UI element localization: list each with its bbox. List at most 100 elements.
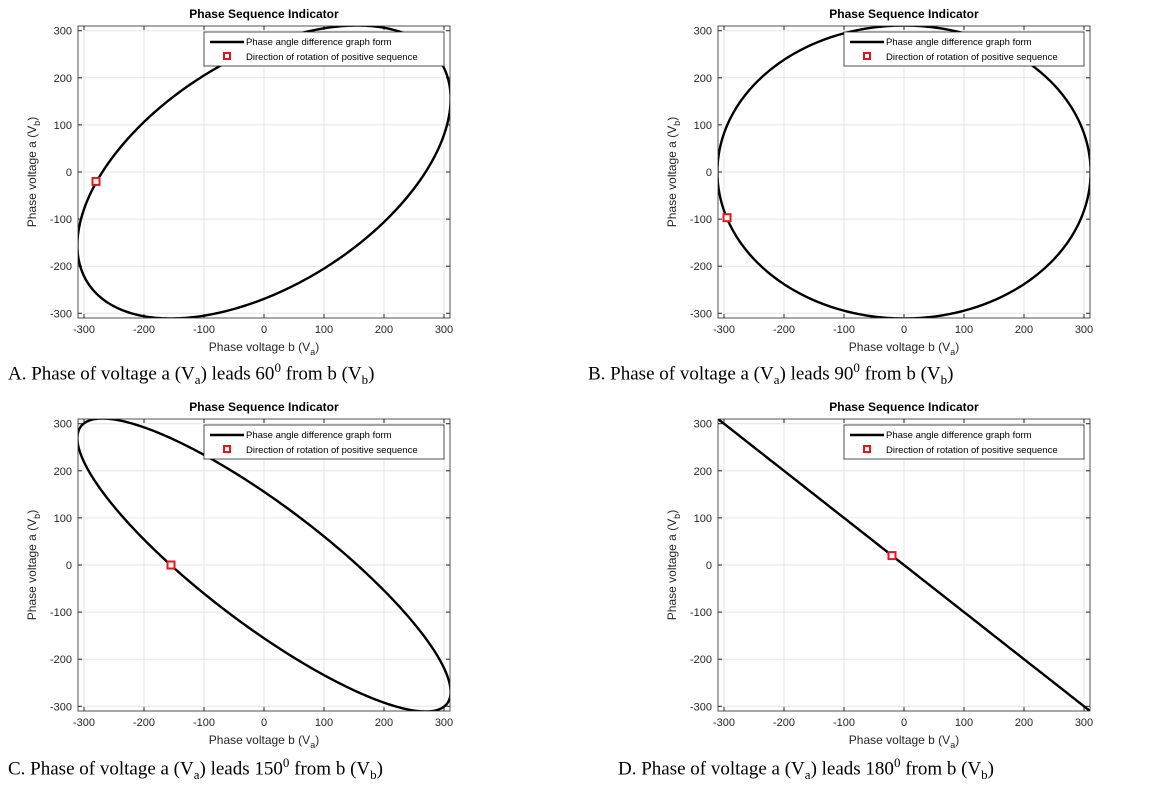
caption-c: C. Phase of voltage a (Va) leads 1500 fr…: [8, 755, 383, 783]
y-tick-label: 0: [706, 560, 712, 572]
legend-label-curve: Phase angle difference graph form: [886, 430, 1032, 441]
y-tick-label: -100: [50, 214, 72, 226]
y-tick-label: 200: [694, 73, 712, 85]
x-tick-label: -200: [133, 717, 155, 729]
x-tick-label: -300: [713, 717, 735, 729]
x-tick-label: -300: [713, 324, 735, 336]
x-tick-label: -200: [773, 717, 795, 729]
chart-title: Phase Sequence Indicator: [829, 400, 979, 414]
x-tick-label: 0: [901, 717, 907, 729]
legend: Phase angle difference graph form Directi…: [843, 424, 1085, 460]
y-tick-label: -100: [690, 214, 712, 226]
legend-box: [843, 424, 1085, 460]
chart-title: Phase Sequence Indicator: [829, 7, 979, 21]
y-tick-label: -200: [690, 654, 712, 666]
x-tick-label: 0: [261, 324, 267, 336]
x-tick-label: 0: [901, 324, 907, 336]
y-tick-label: 100: [694, 513, 712, 525]
x-tick-label: -300: [73, 324, 95, 336]
y-axis-label: Phase voltage a (Vb): [25, 117, 42, 227]
y-tick-label: 300: [694, 26, 712, 38]
legend-label-marker: Direction of rotation of positive sequen…: [246, 445, 418, 456]
y-tick-label: 100: [54, 513, 72, 525]
x-tick-label: -100: [833, 324, 855, 336]
y-tick-label: 200: [54, 73, 72, 85]
legend-marker-swatch: [863, 445, 871, 453]
x-tick-label: 100: [955, 717, 973, 729]
legend-label-curve: Phase angle difference graph form: [886, 37, 1032, 48]
x-tick-label: 100: [315, 324, 333, 336]
legend-box: [203, 31, 445, 67]
y-tick-label: -200: [50, 654, 72, 666]
chart-panel-a: -300 -200 -100 0 100 200 300 -300 -200 -100 0 100 20…: [0, 0, 470, 362]
series-curve: [718, 26, 1090, 318]
y-tick-label: -100: [690, 607, 712, 619]
chart-panel-c: -300 -200 -100 0 100 200 300 -300 -200 -100 0 100 20…: [0, 393, 470, 755]
y-tick-label: 0: [66, 560, 72, 572]
y-tick-label: -300: [50, 308, 72, 320]
chart-panel-d: -300 -200 -100 0 100 200 300 -300 -200 -100 0 100 20…: [640, 393, 1110, 755]
legend: Phase angle difference graph form Directi…: [843, 31, 1085, 67]
y-tick-label: -300: [690, 308, 712, 320]
axes-box: [717, 418, 1091, 712]
legend-marker-swatch: [223, 52, 231, 60]
legend-label-curve: Phase angle difference graph form: [246, 37, 392, 48]
series-marker: [722, 213, 732, 223]
y-tick-label: 100: [54, 120, 72, 132]
x-tick-label: -100: [193, 324, 215, 336]
caption-a: A. Phase of voltage a (Va) leads 600 fro…: [8, 360, 375, 388]
legend-box: [843, 31, 1085, 67]
y-tick-label: 0: [66, 167, 72, 179]
axes-box: [77, 418, 451, 712]
x-tick-label: 300: [1075, 717, 1093, 729]
chart-title: Phase Sequence Indicator: [189, 7, 339, 21]
series-marker: [887, 551, 897, 561]
y-tick-label: 300: [54, 419, 72, 431]
caption-d: D. Phase of voltage a (Va) leads 1800 fr…: [618, 755, 994, 783]
x-tick-label: 0: [261, 717, 267, 729]
x-tick-label: 200: [375, 717, 393, 729]
x-tick-label: 200: [1015, 717, 1033, 729]
x-axis-label: Phase voltage b (Va): [209, 340, 319, 357]
legend-box: [203, 424, 445, 460]
series-curve: [78, 419, 450, 711]
y-tick-label: -300: [690, 701, 712, 713]
x-tick-label: -200: [133, 324, 155, 336]
chart-svg: -300 -200 -100 0 100 200 300 -300 -200 -100 0 100 20…: [25, 7, 453, 357]
x-axis-label: Phase voltage b (Va): [849, 340, 959, 357]
x-tick-label: 200: [1015, 324, 1033, 336]
series-curve: [718, 419, 1090, 711]
chart-svg: -300 -200 -100 0 100 200 300 -300 -200 -100 0 100 20…: [665, 7, 1093, 357]
y-tick-label: 0: [706, 167, 712, 179]
x-tick-label: 100: [955, 324, 973, 336]
legend-label-marker: Direction of rotation of positive sequen…: [886, 445, 1058, 456]
series-marker: [166, 560, 176, 570]
legend-label-marker: Direction of rotation of positive sequen…: [246, 52, 418, 63]
legend: Phase angle difference graph form Directi…: [203, 424, 445, 460]
y-tick-label: -100: [50, 607, 72, 619]
y-tick-label: 300: [54, 26, 72, 38]
x-axis-label: Phase voltage b (Va): [209, 733, 319, 750]
y-tick-label: -200: [50, 261, 72, 273]
x-tick-label: 100: [315, 717, 333, 729]
axes-box: [77, 25, 451, 319]
y-tick-label: 200: [54, 466, 72, 478]
legend-label-marker: Direction of rotation of positive sequen…: [886, 52, 1058, 63]
x-tick-label: 200: [375, 324, 393, 336]
y-tick-label: -200: [690, 261, 712, 273]
y-axis-label: Phase voltage a (Vb): [665, 117, 682, 227]
x-tick-label: 300: [435, 324, 453, 336]
legend-marker-swatch: [863, 52, 871, 60]
x-tick-label: -100: [193, 717, 215, 729]
x-tick-label: -100: [833, 717, 855, 729]
x-tick-label: -200: [773, 324, 795, 336]
legend: Phase angle difference graph form Directi…: [203, 31, 445, 67]
legend-label-curve: Phase angle difference graph form: [246, 430, 392, 441]
chart-title: Phase Sequence Indicator: [189, 400, 339, 414]
caption-b: B. Phase of voltage a (Va) leads 900 fro…: [588, 360, 954, 388]
legend-marker-swatch: [223, 445, 231, 453]
y-tick-label: 100: [694, 120, 712, 132]
y-axis-label: Phase voltage a (Vb): [665, 510, 682, 620]
series-marker: [91, 176, 101, 186]
chart-svg: -300 -200 -100 0 100 200 300 -300 -200 -100 0 100 20…: [665, 400, 1093, 750]
